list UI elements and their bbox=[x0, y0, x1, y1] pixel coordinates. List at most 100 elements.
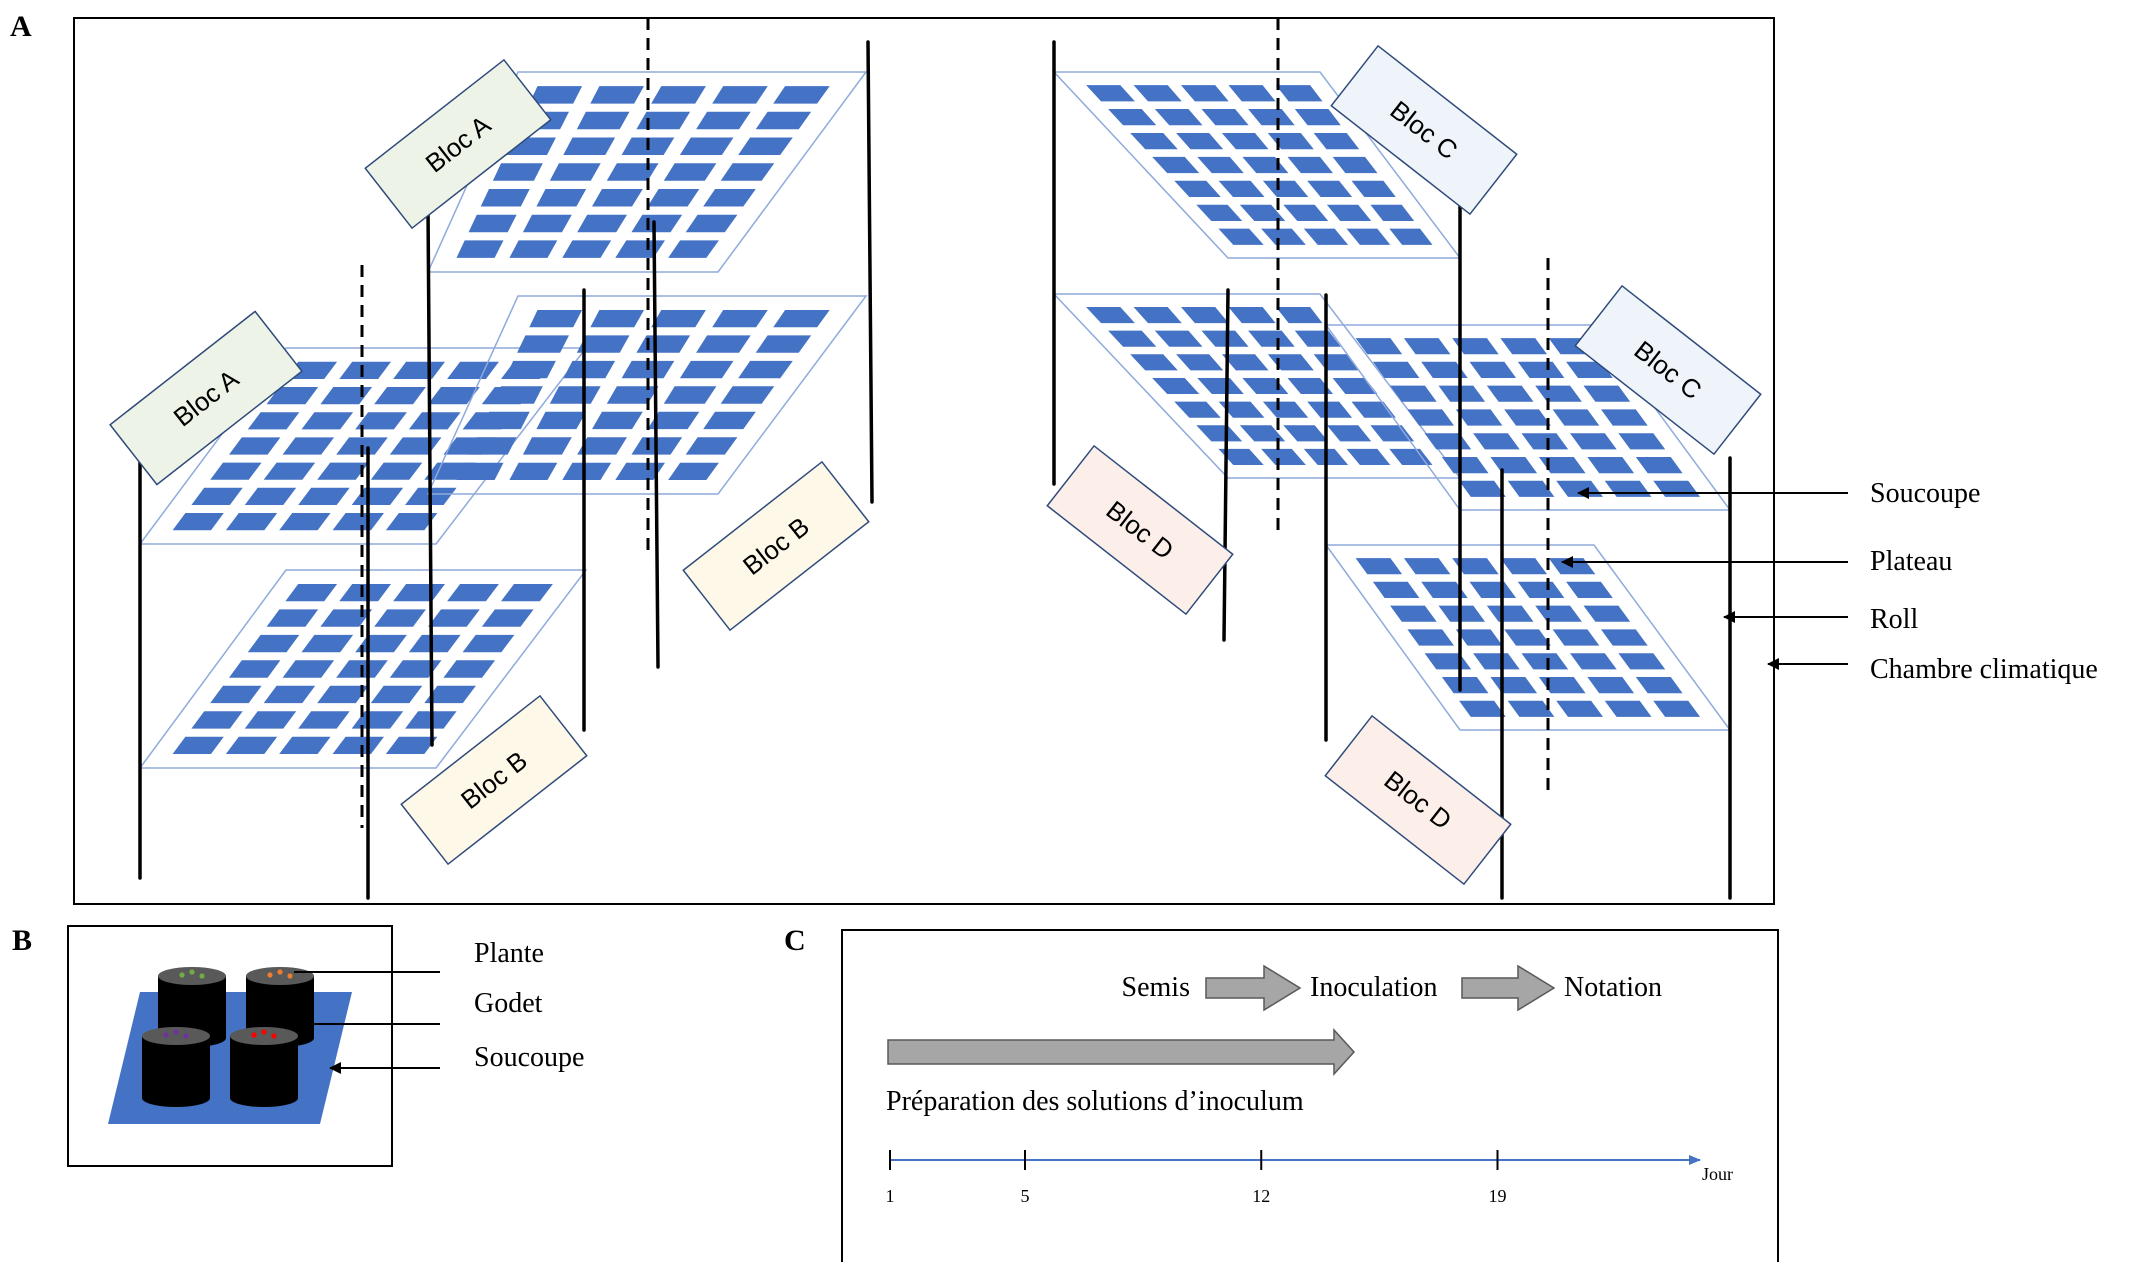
saucer bbox=[590, 86, 644, 104]
saucer bbox=[668, 462, 719, 480]
saucer bbox=[1294, 109, 1341, 126]
saucer bbox=[1389, 228, 1433, 245]
panel-c: C Semis Inoculation Notation Préparation… bbox=[784, 924, 1779, 1262]
saucer bbox=[1486, 605, 1534, 622]
bloc-c-box bbox=[1574, 284, 1762, 456]
saucer bbox=[456, 462, 504, 480]
saucer bbox=[738, 137, 793, 155]
bloc-c-label-top: Bloc C bbox=[1330, 44, 1518, 216]
soucoupe-label-b: Soucoupe bbox=[474, 1042, 584, 1073]
saucer bbox=[1507, 480, 1555, 497]
saucer bbox=[1370, 425, 1415, 442]
saucer bbox=[428, 609, 480, 627]
saucer bbox=[1370, 204, 1415, 221]
step-arrow bbox=[1461, 964, 1556, 1012]
saucer bbox=[1346, 228, 1391, 245]
saucer bbox=[1469, 361, 1517, 378]
saucer bbox=[1196, 204, 1243, 221]
saucer bbox=[1174, 180, 1221, 197]
saucer bbox=[1196, 425, 1243, 442]
saucer bbox=[631, 214, 683, 233]
saucer bbox=[1618, 653, 1666, 670]
saucer bbox=[1390, 385, 1437, 402]
saucer bbox=[374, 609, 426, 627]
saucer bbox=[696, 111, 751, 130]
saucer bbox=[263, 462, 316, 480]
panel-b: B bbox=[12, 924, 584, 1167]
saucer bbox=[1504, 409, 1551, 426]
saucer bbox=[339, 584, 391, 602]
saucer bbox=[1262, 401, 1309, 418]
legend-a: Soucoupe Plateau Roll Chambre climatique bbox=[1561, 478, 2098, 685]
saucer bbox=[351, 487, 404, 505]
preparation-arrow bbox=[887, 1028, 1356, 1076]
climate-chamber-frame bbox=[73, 17, 1775, 905]
saucer bbox=[1294, 330, 1341, 347]
saucer bbox=[517, 335, 569, 353]
saucer bbox=[1517, 581, 1565, 598]
saucer bbox=[1507, 700, 1555, 717]
saucer bbox=[1570, 433, 1617, 450]
pot bbox=[142, 1027, 210, 1107]
saucer bbox=[247, 412, 300, 430]
bloc-b-label-right: Bloc B bbox=[682, 460, 870, 632]
saucer bbox=[351, 711, 404, 729]
bloc-b-label-bottom: Bloc B bbox=[400, 694, 588, 866]
saucer bbox=[1635, 677, 1683, 694]
tray bbox=[426, 295, 868, 495]
bloc-a-box bbox=[109, 310, 303, 486]
pot-top bbox=[158, 967, 226, 985]
saucer bbox=[549, 163, 601, 181]
saucer bbox=[1452, 338, 1499, 355]
saucer bbox=[279, 736, 331, 754]
saucer bbox=[1441, 457, 1489, 474]
saucer bbox=[1197, 378, 1244, 394]
saucer bbox=[696, 335, 751, 353]
saucer bbox=[172, 513, 224, 531]
saucer bbox=[1469, 581, 1517, 598]
saucer bbox=[1604, 700, 1652, 717]
saucer bbox=[1372, 581, 1420, 598]
saucer bbox=[1635, 457, 1683, 474]
saucer bbox=[1441, 677, 1489, 694]
pot-bottom bbox=[142, 1089, 210, 1107]
saucer bbox=[1307, 180, 1353, 197]
saucer bbox=[606, 386, 659, 404]
step-semis: Semis bbox=[1122, 972, 1190, 1003]
saucer bbox=[1521, 653, 1569, 670]
saucer bbox=[1176, 133, 1224, 150]
saucer bbox=[562, 462, 612, 480]
saucer bbox=[317, 462, 369, 480]
saucer bbox=[301, 412, 354, 430]
bloc-a-label-top: Bloc A bbox=[364, 58, 552, 230]
saucer bbox=[1407, 629, 1454, 646]
saucer bbox=[355, 412, 407, 430]
saucer bbox=[1390, 605, 1437, 622]
saucer bbox=[563, 360, 616, 379]
saucer bbox=[773, 310, 830, 328]
saucer bbox=[703, 411, 756, 430]
saucer bbox=[522, 437, 572, 455]
roll-pole bbox=[652, 220, 660, 669]
saucer bbox=[636, 111, 691, 130]
saucer bbox=[606, 163, 659, 181]
saucer bbox=[462, 634, 515, 653]
saucer bbox=[492, 386, 543, 404]
saucer bbox=[191, 487, 243, 505]
chambre-label: Chambre climatique bbox=[1870, 654, 2098, 685]
saucer bbox=[1218, 228, 1264, 245]
saucer bbox=[577, 437, 627, 455]
plante-label: Plante bbox=[474, 938, 544, 969]
saucer bbox=[679, 360, 734, 379]
saucer bbox=[1500, 338, 1547, 355]
saucer bbox=[1197, 156, 1244, 174]
saucer bbox=[263, 685, 316, 704]
saucer bbox=[1130, 354, 1178, 371]
saucer bbox=[1504, 629, 1551, 646]
saucer bbox=[1152, 378, 1200, 394]
saucer bbox=[501, 584, 553, 602]
saucer bbox=[563, 137, 616, 155]
saucer bbox=[389, 660, 442, 678]
saucer bbox=[1154, 330, 1203, 347]
saucer bbox=[1403, 558, 1451, 575]
